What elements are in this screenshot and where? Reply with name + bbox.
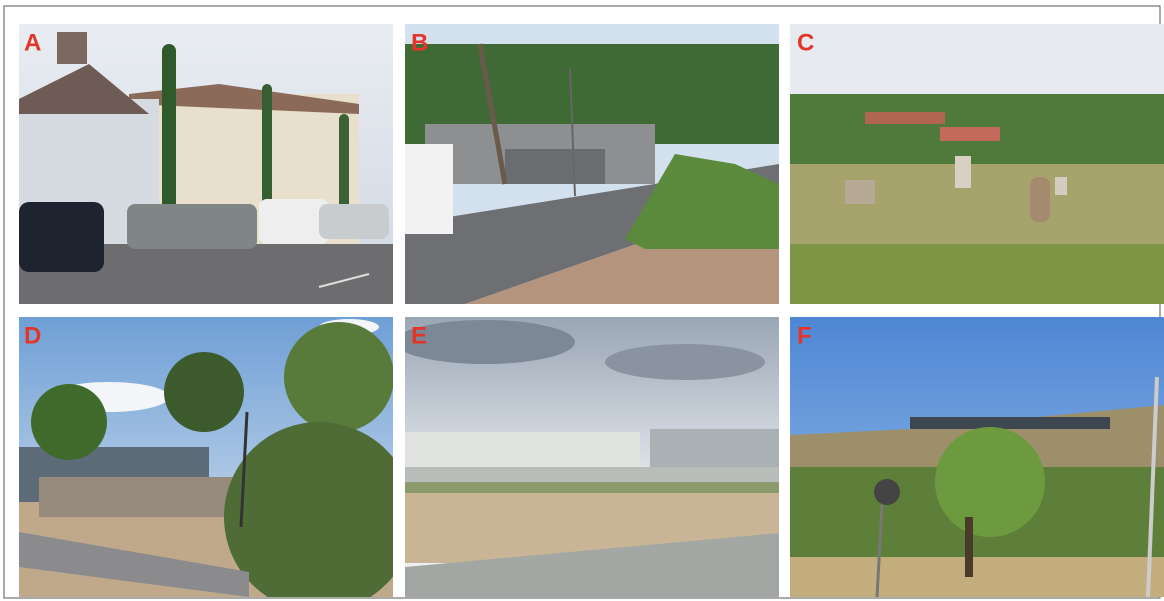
figure: A B C D E F	[0, 0, 1164, 601]
photo	[790, 24, 1164, 304]
panel-label: D	[24, 322, 41, 349]
photo	[19, 24, 393, 304]
panel-label: A	[24, 29, 41, 56]
photo	[395, 317, 779, 597]
photo	[790, 317, 1164, 597]
panel-label: C	[797, 29, 814, 56]
panel-label: F	[797, 322, 812, 349]
photo	[405, 24, 779, 304]
panel-label: B	[411, 29, 428, 56]
panel-label: E	[411, 322, 427, 349]
photo	[19, 317, 414, 601]
